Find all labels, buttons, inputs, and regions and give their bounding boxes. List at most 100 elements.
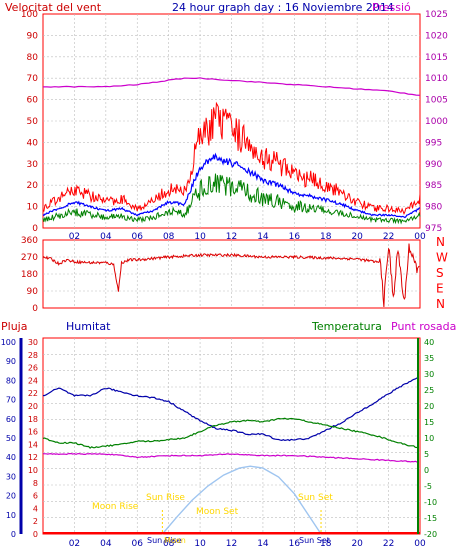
x-tick-label: 02 [69,232,80,242]
temperature-axis-ticks: 40 35 30 25 20 15 10 5 0 -5 -10 -15 -20 [424,338,437,539]
compass-letter: W [436,251,448,265]
temperature-tick-label: 5 [424,450,429,459]
x-tick-label: 02 [69,539,80,549]
rain-tick-label: 8 [33,479,38,488]
pressure-tick-label: 1010 [425,74,448,84]
rain-tick-label: 2 [33,517,38,526]
wind-tick-label: 70 [27,74,39,84]
pressure-tick-label: 1020 [425,31,448,41]
wind-tick-label: 40 [27,138,39,148]
pressure-tick-label: 1015 [425,53,448,63]
dewpoint-label: Punt rosada [391,320,456,333]
x-tick-label: 18 [320,232,332,242]
temperature-tick-label: -5 [424,482,432,491]
x-tick-label: 06 [132,232,144,242]
humidity-tick-label: 30 [6,472,16,481]
wind-series [42,77,421,225]
temperature-tick-label: -20 [424,530,437,539]
direction-tick-label: 90 [27,287,39,297]
humidity-tick-label: 70 [6,396,16,405]
moon-set-label: Moon Set [196,507,239,517]
humidity-label: Humitat [66,320,111,333]
x-tick-label: 00 [414,232,426,242]
direction-tick-label: 270 [21,253,38,263]
x-tick-label: 14 [257,232,269,242]
x-tick-label: 10 [194,232,206,242]
x-tick-label: 08 [163,232,175,242]
humidity-tick-label: 10 [6,511,16,520]
humidity-tick-label: 20 [6,492,16,501]
graph-title: 24 hour graph day : 16 Noviembre 2014 [172,1,394,14]
wind-x-ticks: 02 04 06 08 10 12 14 16 18 20 22 00 [69,232,426,242]
rain-tick-label: 14 [28,440,38,449]
direction-axis-ticks: 360 270 180 90 0 [21,236,38,314]
rain-tick-label: 10 [28,466,38,475]
rain-tick-label: 24 [28,376,38,385]
direction-tick-label: 0 [32,304,38,314]
wind-tick-label: 30 [27,160,39,170]
wind-tick-label: 90 [27,31,39,41]
pressure-tick-label: 1000 [425,117,448,127]
direction-grid [43,240,420,308]
x-tick-label: 12 [226,232,237,242]
rain-tick-label: 18 [28,415,38,424]
climate-series [42,376,420,535]
moon-rise-label: Moon Rise [92,502,139,512]
pressure-tick-label: 995 [425,138,442,148]
x-tick-label: 04 [100,539,112,549]
rain-tick-label: 30 [28,338,38,347]
x-tick-label: 08 [163,539,175,549]
wind-tick-label: 0 [32,224,38,234]
temperature-tick-label: -10 [424,498,437,507]
pressure-tick-label: 990 [425,160,442,170]
rain-tick-label: 4 [33,504,38,513]
compass-letter: E [436,282,444,296]
temperature-tick-label: -15 [424,514,437,523]
humidity-tick-label: 100 [1,338,16,347]
astro-annotations: Moon Rise Sun Rise Moon Set Sun Set Sun … [92,493,333,545]
x-tick-label: 16 [289,539,301,549]
wind-tick-label: 60 [27,96,39,106]
wind-tick-label: 20 [27,181,39,191]
moon-arc [161,465,322,535]
temperature-tick-label: 15 [424,418,434,427]
humidity-tick-label: 90 [6,357,16,366]
x-tick-label: 04 [100,232,112,242]
temperature-tick-label: 30 [424,370,434,379]
x-tick-label: 20 [351,232,363,242]
x-tick-label: 00 [414,539,426,549]
direction-tick-label: 180 [21,270,38,280]
pressure-tick-label: 1025 [425,10,448,20]
pressure-tick-label: 980 [425,203,442,213]
pressure-line [43,77,421,96]
rain-tick-label: 0 [33,530,38,539]
rain-tick-label: 22 [28,389,38,398]
wind-tick-label: 10 [27,203,39,213]
climate-grid [43,338,420,534]
temperature-label: Temperatura [311,320,382,333]
sun-set-foot-label: Sun Set [299,536,330,545]
x-tick-label: 18 [320,539,332,549]
compass-letter: S [436,266,444,280]
rain-tick-label: 26 [28,364,38,373]
wind-speed-label: Velocitat del vent [5,1,102,14]
humidity-tick-label: 0 [11,530,16,539]
sun-rise-foot-label: Sun Rise [147,536,182,545]
temperature-tick-label: 0 [424,466,429,475]
temperature-line [42,417,419,449]
humidity-tick-label: 80 [6,376,16,385]
rain-tick-label: 16 [28,428,38,437]
humidity-line [42,376,419,442]
pressure-axis-ticks: 1025 1020 1015 1010 1005 1000 995 990 985 980 975 [425,10,448,234]
wind-direction-line [42,243,420,308]
rain-tick-label: 12 [28,453,38,462]
dewpoint-line [42,452,419,463]
x-tick-label: 14 [257,539,269,549]
sun-set-label: Sun Set [298,493,333,503]
x-tick-label: 22 [383,232,394,242]
temperature-tick-label: 10 [424,434,434,443]
temperature-tick-label: 20 [424,402,434,411]
